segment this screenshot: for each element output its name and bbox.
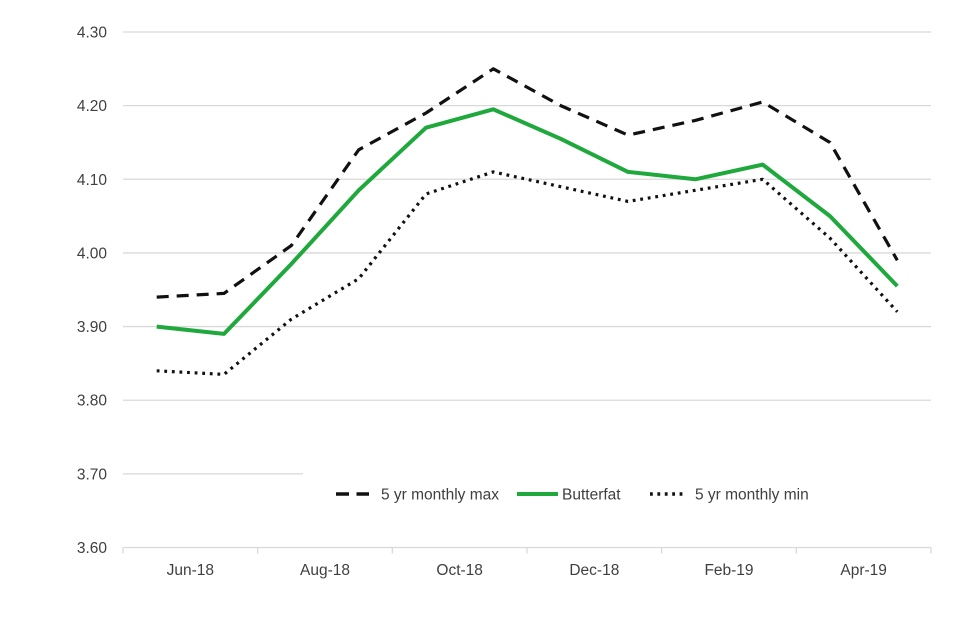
x-tick-label: Dec-18 [569, 562, 619, 579]
series-line-butterfat [156, 107, 899, 336]
y-tick-label: 3.80 [77, 393, 108, 410]
x-tick-label: Oct-18 [436, 562, 483, 579]
x-tick-label: Feb-19 [704, 562, 753, 579]
legend-label-5-yr-monthly-min: 5 yr monthly min [695, 487, 809, 504]
legend-background [303, 458, 943, 532]
x-tick-label: Aug-18 [300, 562, 350, 579]
x-tick-label: Apr-19 [840, 562, 887, 579]
y-tick-label: 3.90 [77, 319, 108, 336]
y-tick-label: 4.00 [77, 245, 108, 262]
x-tick-label: Jun-18 [167, 562, 214, 579]
series-line-5-yr-monthly-max [156, 67, 899, 299]
y-tick-label: 4.10 [77, 172, 108, 189]
y-tick-label: 3.70 [77, 466, 108, 483]
y-tick-label: 3.60 [77, 540, 108, 557]
y-tick-label: 4.20 [77, 98, 108, 115]
series-line-5-yr-monthly-min [156, 170, 899, 376]
legend-label-butterfat: Butterfat [562, 487, 621, 504]
legend-label-5-yr-monthly-max: 5 yr monthly max [381, 487, 499, 504]
y-tick-label: 4.30 [77, 25, 108, 42]
